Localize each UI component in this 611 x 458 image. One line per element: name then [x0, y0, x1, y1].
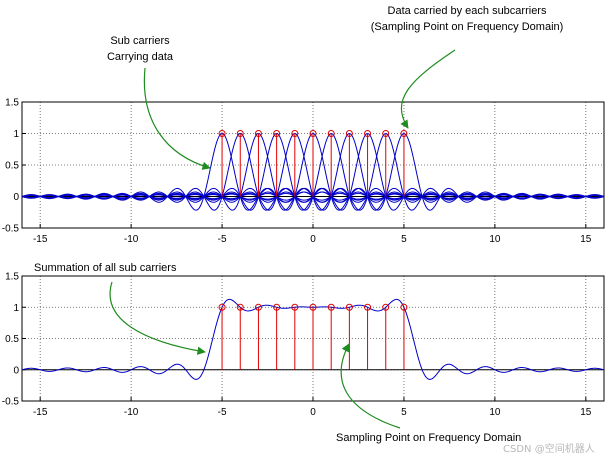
arrow-summation	[109, 281, 206, 355]
top-xtick-label: 5	[401, 234, 407, 245]
annotation-carrying-data: Carrying data	[107, 51, 174, 63]
top-stem-marker-3	[273, 130, 281, 137]
top-stem-marker-8	[364, 130, 372, 137]
top-xtick-label: 0	[310, 234, 316, 245]
top-xtick-label: -5	[218, 234, 227, 245]
arrow-data-carried	[400, 49, 456, 129]
bottom-stem-marker-10	[400, 303, 408, 311]
top-ytick-label: 1	[13, 129, 19, 140]
arrow-sampling-point-bottom	[340, 343, 401, 429]
top-ytick-label: 0.5	[5, 161, 19, 172]
watermark: CSDN @空间机器人	[503, 442, 595, 455]
top-ytick-label: 1.5	[5, 98, 19, 109]
annotation-sub-carriers: Sub carriers	[110, 35, 170, 47]
annotation-sampling-point-bottom: Sampling Point on Frequency Domain	[336, 432, 521, 444]
arrow-sub-carriers	[143, 67, 211, 170]
bottom-stem-marker-2	[254, 303, 262, 311]
bottom-ytick-label: 0	[13, 365, 19, 376]
bottom-stem-marker-4	[291, 303, 299, 311]
bottom-xtick-label: -10	[124, 407, 139, 418]
bottom-stem-marker-0	[218, 303, 226, 311]
top-stem-marker-1	[236, 130, 244, 137]
bottom-xtick-label: 0	[310, 407, 316, 418]
bottom-subplot: -15 -10 -5 0 5 10 15 -0.5 0 0.5 1 1.5	[2, 272, 605, 418]
top-stem-marker-7	[345, 130, 353, 137]
bottom-ytick-label: -0.5	[2, 397, 20, 408]
annotation-summation: Summation of all sub carriers	[34, 262, 177, 274]
top-subplot: -15 -10 -5 0 5 10 15 -0.5 0 0.5 1 1.5	[2, 98, 605, 245]
bottom-stem-marker-8	[364, 303, 372, 311]
bottom-stem-marker-6	[327, 303, 335, 311]
bottom-xtick-label: -5	[218, 407, 227, 418]
top-ytick-label: -0.5	[2, 224, 20, 235]
top-stem-marker-10	[400, 130, 408, 137]
top-stem-marker-5	[309, 130, 317, 137]
bottom-xtick-label: 5	[401, 407, 407, 418]
bottom-stem-marker-5	[309, 303, 317, 311]
bottom-stem-marker-3	[273, 303, 281, 311]
top-xtick-label: 15	[580, 234, 592, 245]
bottom-ytick-label: 0.5	[5, 334, 19, 345]
top-stem-marker-4	[291, 130, 299, 137]
top-xtick-label: -10	[124, 234, 139, 245]
top-xtick-label: -15	[33, 234, 48, 245]
bottom-stem-marker-7	[345, 303, 353, 311]
top-stem-marker-2	[254, 130, 262, 137]
top-stem-marker-9	[382, 130, 390, 137]
bottom-stem-marker-1	[236, 303, 244, 311]
bottom-xtick-label: 15	[580, 407, 592, 418]
bottom-xtick-label: -15	[33, 407, 48, 418]
bottom-ytick-label: 1	[13, 303, 19, 314]
top-xtick-label: 10	[489, 234, 501, 245]
top-stem-marker-6	[327, 130, 335, 137]
top-ytick-label: 0	[13, 192, 19, 203]
bottom-xtick-label: 10	[489, 407, 501, 418]
bottom-ytick-label: 1.5	[5, 272, 19, 283]
top-stem-marker-0	[218, 130, 226, 137]
annotation-sampling-point-top: (Sampling Point on Frequency Domain)	[371, 21, 564, 33]
bottom-stem-marker-9	[382, 303, 390, 311]
annotation-data-carried: Data carried by each subcarriers	[388, 5, 547, 17]
